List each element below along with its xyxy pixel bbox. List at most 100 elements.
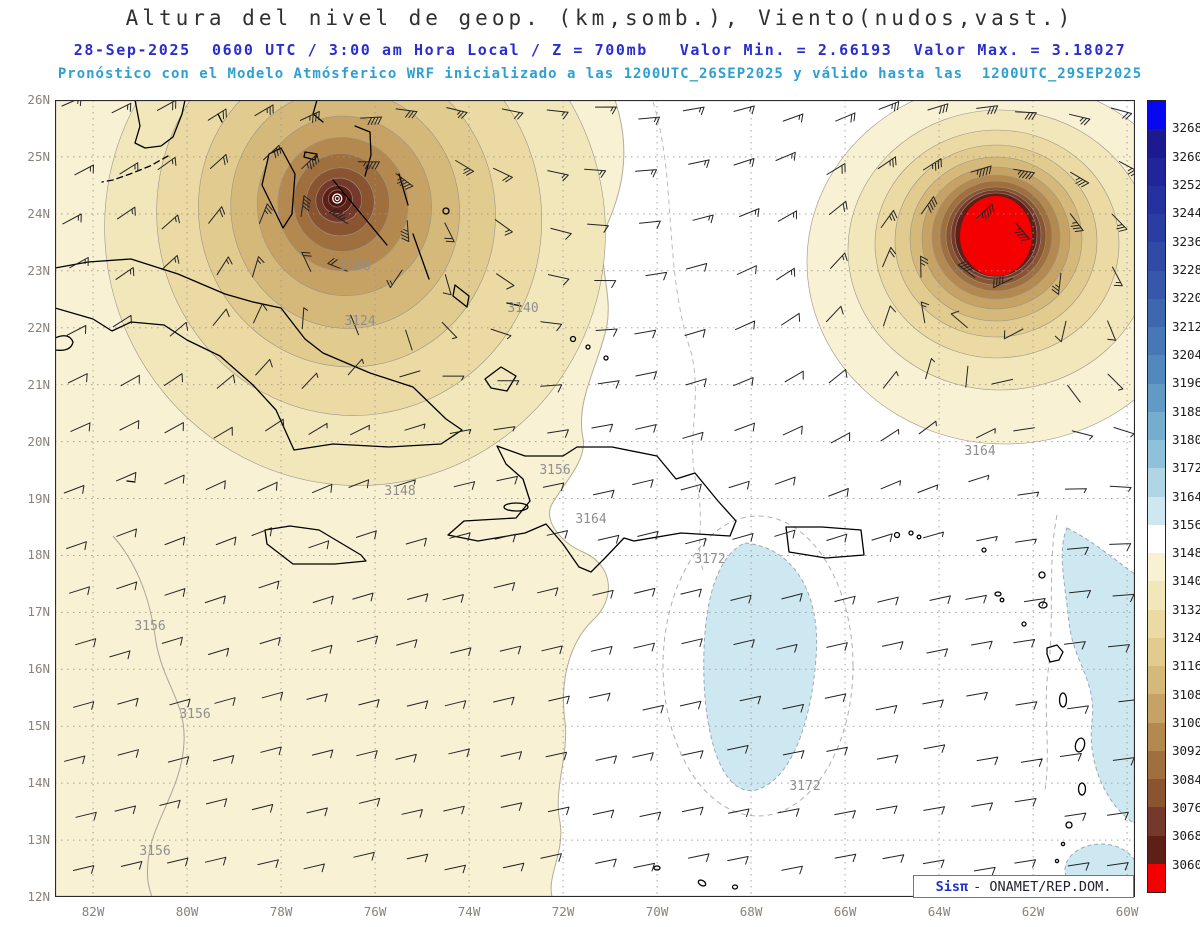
- wind-barb: [347, 358, 364, 376]
- wind-barb: [682, 106, 705, 116]
- wind-barb: [548, 695, 570, 705]
- wind-barb: [66, 325, 87, 336]
- wind-barb: [541, 645, 563, 655]
- wind-barb: [550, 227, 572, 240]
- contour-3172-dashed-central: [662, 515, 854, 817]
- wind-barb: [394, 479, 416, 487]
- wind-barb: [352, 592, 374, 602]
- contour-label: 3156: [179, 707, 210, 722]
- lat-label: 13N: [27, 832, 50, 848]
- high-region-patches: [703, 527, 1135, 897]
- colorbar-label: 3108: [1172, 686, 1200, 702]
- wind-barb: [167, 756, 190, 765]
- contour-label: 3156: [139, 844, 170, 859]
- lon-label: 76W: [363, 904, 387, 919]
- wind-barb: [493, 696, 515, 706]
- colorbar-label: 3132: [1172, 601, 1200, 617]
- wind-barb: [261, 691, 284, 701]
- colorbar-label: 3236: [1172, 233, 1200, 249]
- wind-barb: [591, 423, 614, 433]
- wind-barb: [882, 854, 905, 863]
- lon-label: 70W: [645, 904, 669, 919]
- wind-barb: [878, 101, 900, 112]
- wind-barb: [490, 328, 512, 340]
- lon-label: 80W: [175, 904, 199, 919]
- wind-barb: [396, 639, 418, 648]
- coastline-cuba: [55, 258, 463, 451]
- wind-barb: [1067, 862, 1090, 871]
- wind-barb: [449, 429, 472, 435]
- wind-barb: [920, 301, 930, 324]
- wind-barb: [540, 853, 562, 862]
- credit-brand: Sisπ: [935, 878, 969, 895]
- wind-barb: [922, 859, 945, 868]
- wind-barb: [632, 479, 654, 488]
- wind-barb: [493, 582, 516, 591]
- wind-barb: [119, 162, 139, 175]
- contour-dashed-topcenter: [652, 101, 704, 571]
- wind-barb: [301, 153, 320, 170]
- wind-barb: [597, 534, 620, 544]
- wind-barb: [74, 164, 94, 176]
- wind-barb: [875, 705, 898, 714]
- wind-barb: [681, 638, 703, 647]
- contour-label: 3164: [964, 444, 995, 459]
- wind-barb: [739, 208, 760, 217]
- wind-barb: [499, 645, 522, 655]
- wind-barb: [1109, 485, 1132, 492]
- wind-barb: [592, 589, 614, 599]
- wind-barb: [584, 168, 607, 178]
- wind-barb: [115, 267, 135, 280]
- colorbar-cell: [1148, 694, 1165, 723]
- wind-barb: [156, 100, 177, 111]
- wind-barb: [824, 693, 847, 702]
- wind-barb: [774, 476, 796, 486]
- wind-barb: [685, 537, 707, 547]
- wind-barb: [877, 156, 897, 170]
- wind-barb: [496, 475, 518, 485]
- colorbar-label: 3252: [1172, 176, 1200, 192]
- wind-barb: [265, 418, 285, 432]
- wind-barb: [1051, 272, 1062, 295]
- wind-barb: [834, 810, 856, 819]
- wind-barb: [67, 373, 88, 384]
- wind-barb: [592, 809, 615, 819]
- lon-label: 72W: [551, 904, 575, 919]
- wind-barb: [167, 857, 189, 867]
- wind-barb: [73, 701, 95, 710]
- credit-text: - ONAMET/REP.DOM.: [973, 878, 1112, 895]
- wind-barb: [782, 704, 804, 713]
- wind-barb: [205, 480, 226, 491]
- wind-barb: [1107, 373, 1124, 391]
- wind-barb: [1113, 427, 1135, 438]
- wind-barb: [638, 116, 661, 125]
- wind-barb: [735, 320, 756, 331]
- wind-barb: [161, 255, 180, 271]
- wind-barb: [61, 100, 82, 107]
- wind-barb: [688, 159, 710, 168]
- wind-barb: [685, 378, 707, 388]
- wind-barb: [161, 214, 180, 230]
- wind-barb: [501, 108, 524, 120]
- wind-barb: [727, 808, 750, 818]
- wind-barb: [1111, 213, 1128, 232]
- wind-barb: [871, 533, 893, 543]
- wind-barb: [635, 169, 657, 178]
- contour-label: 3156: [539, 463, 570, 478]
- colorbar-label: 3172: [1172, 460, 1200, 476]
- wind-barb: [595, 755, 617, 764]
- colorbar-label: 3228: [1172, 261, 1200, 277]
- wind-barb: [634, 587, 656, 597]
- wind-barb: [993, 274, 1013, 289]
- wind-barb: [826, 305, 844, 323]
- colorbar-cell: [1148, 411, 1165, 440]
- wind-barb: [303, 863, 325, 873]
- colorbar-cell: [1148, 496, 1165, 525]
- wind-barb: [594, 106, 617, 115]
- chart-subtitle-model: Pronóstico con el Modelo Atmósferico WRF…: [57, 66, 1143, 82]
- wind-barb: [965, 594, 987, 604]
- wind-barb: [497, 380, 520, 386]
- colorbar-label: 3156: [1172, 516, 1200, 532]
- wind-barb: [976, 105, 999, 115]
- wind-barb: [299, 111, 320, 123]
